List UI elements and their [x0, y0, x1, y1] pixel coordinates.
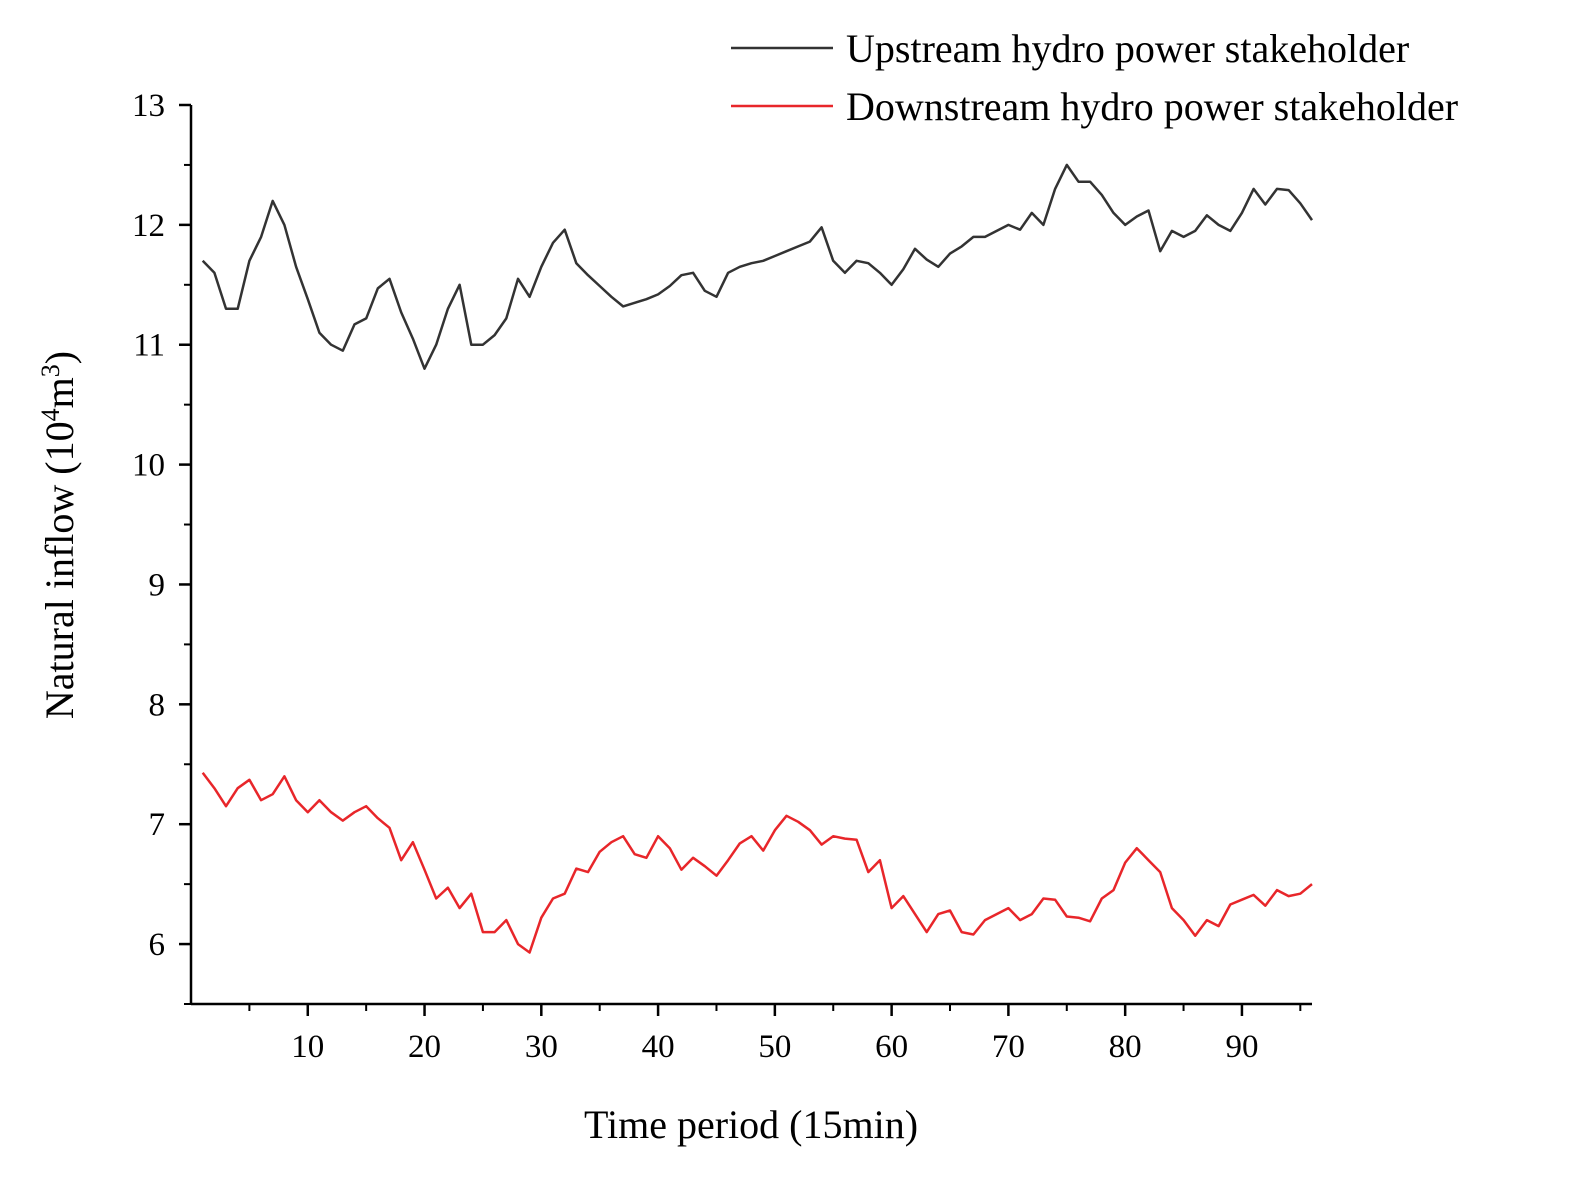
legend: Upstream hydro power stakeholder Downstr…	[731, 26, 1458, 129]
y-ticks: 6 7 8 9 10 11 12 13	[132, 88, 191, 1005]
axes	[189, 105, 1312, 1006]
y-axis-title: Natural inflow (104m3)	[36, 351, 82, 719]
series-line-upstream	[201, 163, 1314, 370]
y-tick-label-13: 13	[132, 88, 165, 124]
x-tick-label-70: 70	[992, 1029, 1025, 1065]
y-tick-label-9: 9	[149, 567, 166, 603]
y-tick-label-7: 7	[149, 807, 166, 843]
y-axis-title-sup1: 4	[36, 408, 65, 421]
x-ticks: 10 20 30 40 50 60 70 80 90	[248, 1004, 1302, 1065]
x-tick-label-40: 40	[642, 1029, 675, 1065]
x-axis-title: Time period (15min)	[584, 1102, 918, 1147]
y-axis-title-mid: m	[37, 377, 82, 408]
x-tick-label-80: 80	[1109, 1029, 1142, 1065]
y-tick-label-10: 10	[132, 448, 165, 484]
x-tick-label-90: 90	[1225, 1029, 1258, 1065]
y-axis-title-end: )	[37, 351, 82, 364]
x-tick-label-50: 50	[758, 1029, 791, 1065]
x-tick-label-60: 60	[875, 1029, 908, 1065]
y-tick-label-6: 6	[149, 927, 166, 963]
y-tick-label-12: 12	[132, 208, 165, 244]
series-lines	[201, 163, 1314, 954]
y-axis-title-main: Natural inflow (10	[37, 421, 82, 719]
x-tick-label-20: 20	[408, 1029, 441, 1065]
legend-label-downstream: Downstream hydro power stakeholder	[846, 84, 1458, 129]
y-tick-label-11: 11	[133, 328, 165, 364]
legend-label-upstream: Upstream hydro power stakeholder	[846, 26, 1409, 71]
x-tick-label-30: 30	[525, 1029, 558, 1065]
x-tick-label-10: 10	[291, 1029, 324, 1065]
y-axis-title-sup2: 3	[36, 364, 65, 377]
y-tick-label-8: 8	[149, 687, 166, 723]
series-line-downstream	[201, 771, 1313, 954]
